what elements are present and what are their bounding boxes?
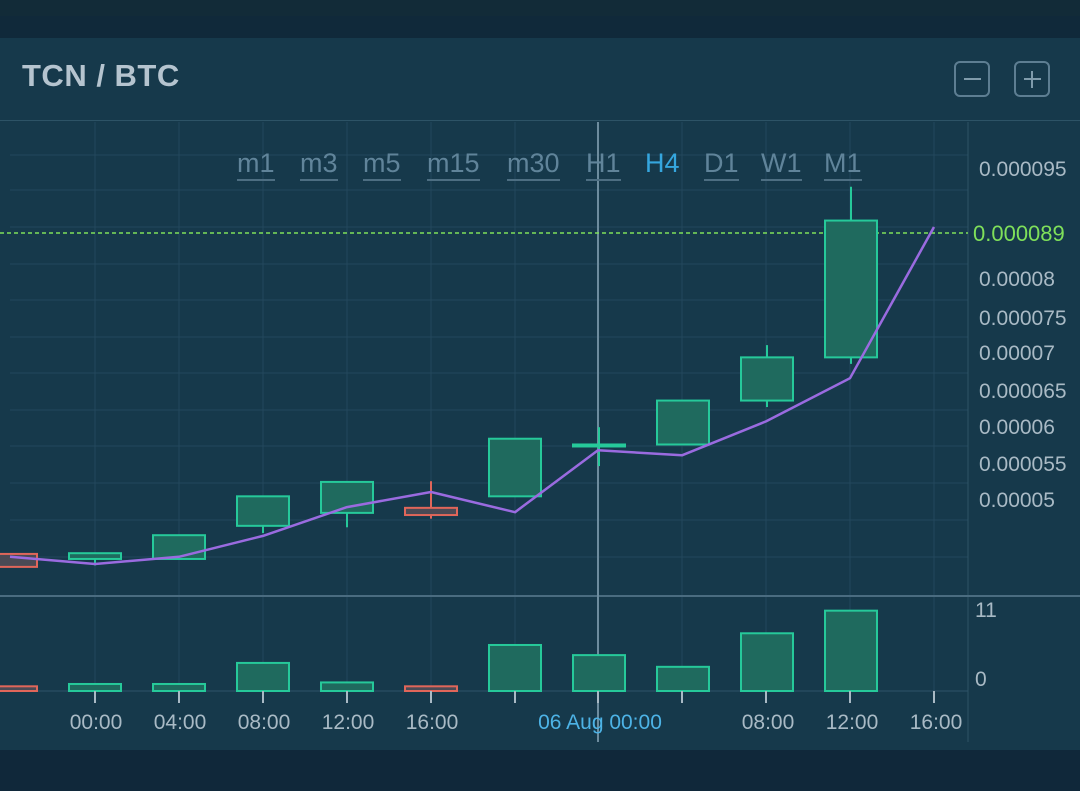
timeframe-m1[interactable]: m1 [237, 148, 275, 181]
timeframe-m5[interactable]: m5 [363, 148, 401, 181]
candle-body[interactable] [572, 443, 626, 448]
volume-bar[interactable] [404, 685, 458, 693]
time-tick-label: 08:00 [238, 711, 291, 734]
bottom-strip [0, 750, 1080, 791]
timeframe-m15[interactable]: m15 [427, 148, 480, 181]
crosshair-time-label: 06 Aug 00:00 [538, 711, 662, 734]
volume-bar[interactable] [236, 661, 290, 692]
volume-bar[interactable] [320, 681, 374, 692]
timeframe-h4[interactable]: H4 [645, 148, 680, 178]
chart-panel [0, 38, 1080, 750]
header-divider [0, 120, 1080, 121]
candle-body[interactable] [488, 437, 542, 498]
timeframe-d1[interactable]: D1 [704, 148, 739, 181]
time-tick-label: 12:00 [826, 711, 879, 734]
top-spacer [0, 16, 1080, 38]
volume-tick-label: 0 [975, 668, 987, 691]
time-tick-label: 08:00 [742, 711, 795, 734]
pair-title: TCN / BTC [22, 58, 180, 93]
time-tick-label: 16:00 [910, 711, 963, 734]
price-tick-label: 0.000065 [979, 380, 1067, 403]
volume-bar[interactable] [824, 609, 878, 692]
price-tick-label: 0.000095 [979, 158, 1067, 181]
candle-body[interactable] [236, 495, 290, 527]
volume-bar[interactable] [656, 665, 710, 693]
time-tick-label: 12:00 [322, 711, 375, 734]
timeframe-m30[interactable]: m30 [507, 148, 560, 181]
price-tick-label: 0.00008 [979, 268, 1055, 291]
volume-bar[interactable] [572, 654, 626, 692]
timeframe-w1[interactable]: W1 [761, 148, 802, 181]
current-price-label: 0.000089 [973, 221, 1065, 246]
time-tick-label: 00:00 [70, 711, 123, 734]
zoom-out-button[interactable] [954, 61, 990, 97]
candle-body[interactable] [0, 552, 38, 568]
price-tick-label: 0.00005 [979, 489, 1055, 512]
timeframe-h1[interactable]: H1 [586, 148, 621, 181]
volume-bar[interactable] [740, 632, 794, 693]
candle-body[interactable] [68, 552, 122, 560]
price-tick-label: 0.00007 [979, 342, 1055, 365]
price-tick-label: 0.00006 [979, 416, 1055, 439]
timeframe-mo1[interactable]: M1 [824, 148, 862, 181]
price-tick-label: 0.000075 [979, 307, 1067, 330]
volume-bar[interactable] [68, 682, 122, 692]
volume-tick-label: 11 [975, 599, 997, 622]
time-tick-label: 04:00 [154, 711, 207, 734]
volume-bar[interactable] [0, 685, 38, 693]
candle-body[interactable] [656, 399, 710, 446]
price-tick-label: 0.000055 [979, 453, 1067, 476]
time-tick-label: 16:00 [406, 711, 459, 734]
candle-body[interactable] [404, 506, 458, 517]
candle-body[interactable] [152, 534, 206, 560]
volume-bar[interactable] [488, 643, 542, 692]
candle-body[interactable] [824, 219, 878, 359]
timeframe-m3[interactable]: m3 [300, 148, 338, 181]
status-bar-strip [0, 0, 1080, 16]
trend-line [9, 226, 936, 566]
candle-body[interactable] [740, 356, 794, 402]
zoom-in-button[interactable] [1014, 61, 1050, 97]
volume-bar[interactable] [152, 682, 206, 692]
